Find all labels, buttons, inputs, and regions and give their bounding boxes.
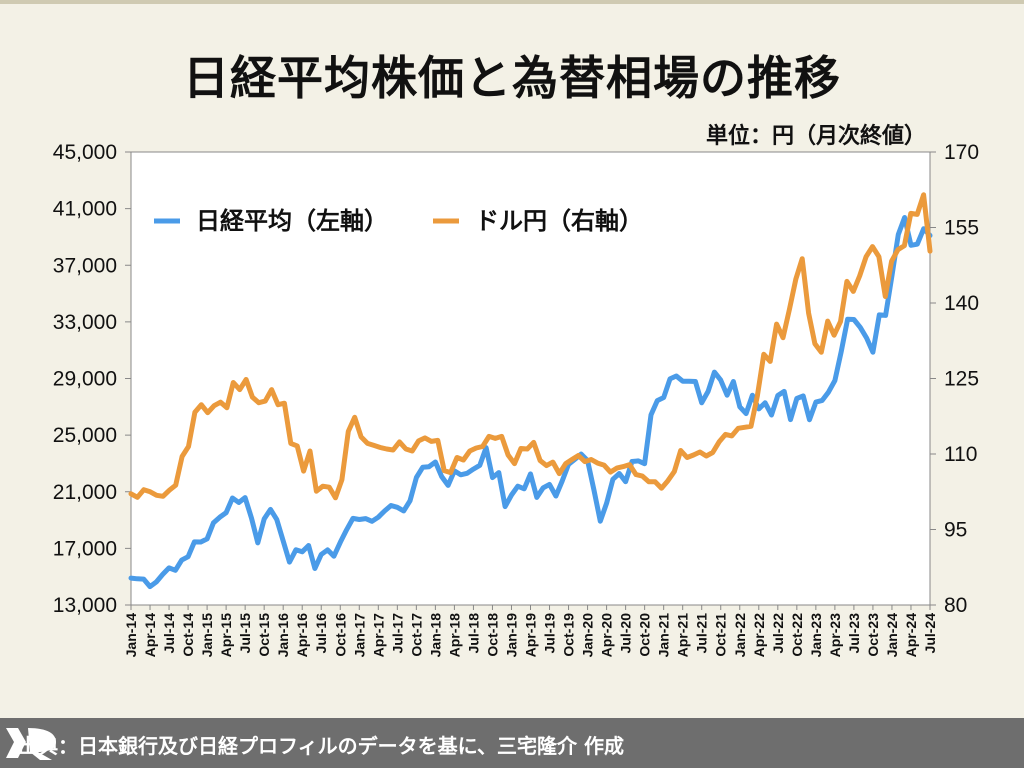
right-tick-label: 170: [944, 141, 979, 164]
x-tick-label: Jul-23: [846, 613, 862, 654]
x-tick-label: Jul-16: [313, 613, 329, 654]
left-tick-label: 25,000: [53, 424, 117, 447]
x-tick-label: Jul-22: [770, 613, 786, 654]
left-tick-label: 29,000: [53, 368, 117, 391]
x-tick-label: Oct-19: [561, 613, 577, 657]
brand-logo-icon: [6, 728, 56, 760]
x-tick-label: Oct-17: [408, 613, 424, 657]
x-tick-label: Oct-14: [180, 613, 196, 657]
x-tick-label: Jan-20: [580, 613, 596, 658]
x-tick-label: Oct-15: [256, 613, 272, 657]
x-tick-label: Jul-14: [161, 613, 177, 654]
right-tick-label: 125: [944, 368, 979, 391]
footer-bar: 出典：日本銀行及び日経プロフィルのデータを基に、三宅隆介 作成: [0, 718, 1024, 768]
source-note: 出典：日本銀行及び日経プロフィルのデータを基に、三宅隆介 作成: [18, 734, 624, 758]
x-tick-label: Apr-24: [903, 613, 919, 658]
x-tick-label: Apr-17: [370, 613, 386, 658]
x-tick-label: Jan-17: [351, 613, 367, 658]
x-tick-label: Apr-20: [599, 613, 615, 658]
left-tick-label: 17,000: [53, 537, 117, 560]
x-tick-label: Apr-16: [294, 613, 310, 658]
unit-note: 単位：円（月次終値）: [705, 124, 926, 149]
x-tick-label: Jan-19: [503, 613, 519, 658]
series-line-1: [128, 192, 933, 501]
plot-area: [130, 151, 931, 606]
x-tick-label: Jan-14: [123, 613, 139, 658]
chart-title: 日経平均株価と為替相場の推移: [183, 51, 841, 105]
x-tick-label: Jan-16: [275, 613, 291, 658]
x-tick-label: Apr-19: [523, 613, 539, 658]
x-tick-label: Jul-19: [542, 613, 558, 654]
x-tick-label: Jan-24: [884, 613, 900, 658]
legend-label-1: ドル円（右軸）: [475, 207, 643, 235]
series-line-0: [128, 215, 933, 590]
x-tick-label: Jan-22: [732, 613, 748, 658]
x-tick-label: Jul-20: [618, 613, 634, 654]
x-tick-label: Apr-22: [751, 613, 767, 658]
x-tick-label: Oct-23: [865, 613, 881, 657]
chart-svg: 13,000 17,000 21,000 25,000 29,000 33,000 37,0…: [53, 141, 979, 658]
right-tick-label: 80: [944, 594, 967, 617]
x-tick-label: Oct-21: [713, 613, 729, 657]
x-tick-label: Apr-23: [827, 613, 843, 658]
x-tick-label: Jul-24: [922, 613, 938, 654]
x-tick-label: Jul-18: [465, 613, 481, 654]
x-tick-label: Oct-16: [332, 613, 348, 657]
x-tick-label: Jul-15: [237, 613, 253, 654]
x-tick-label: Apr-14: [142, 613, 158, 658]
x-tick-label: Apr-21: [675, 613, 691, 658]
x-tick-label: Jan-15: [199, 613, 215, 658]
x-tick-label: Jul-21: [694, 613, 710, 654]
left-tick-label: 33,000: [53, 311, 117, 334]
right-tick-label: 95: [944, 519, 967, 542]
x-tick-label: Jul-17: [389, 613, 405, 654]
x-tick-label: Jan-23: [808, 613, 824, 658]
top-rule: [0, 0, 1024, 4]
x-tick-label: Apr-15: [218, 613, 234, 658]
left-tick-label: 37,000: [53, 254, 117, 277]
x-tick-label: Jan-18: [427, 613, 443, 658]
right-tick-label: 110: [944, 443, 977, 466]
left-tick-label: 41,000: [53, 198, 117, 221]
left-tick-label: 21,000: [53, 481, 117, 504]
x-tick-label: Jan-21: [656, 613, 672, 658]
x-tick-label: Apr-18: [446, 613, 462, 658]
left-tick-label: 45,000: [53, 141, 117, 164]
right-tick-label: 140: [944, 292, 979, 315]
x-tick-label: Oct-18: [484, 613, 500, 657]
legend-label-0: 日経平均（左軸）: [196, 207, 388, 235]
right-tick-label: 155: [944, 217, 979, 240]
x-tick-label: Oct-20: [637, 613, 653, 657]
left-tick-label: 13,000: [53, 594, 117, 617]
x-tick-label: Oct-22: [789, 613, 805, 657]
